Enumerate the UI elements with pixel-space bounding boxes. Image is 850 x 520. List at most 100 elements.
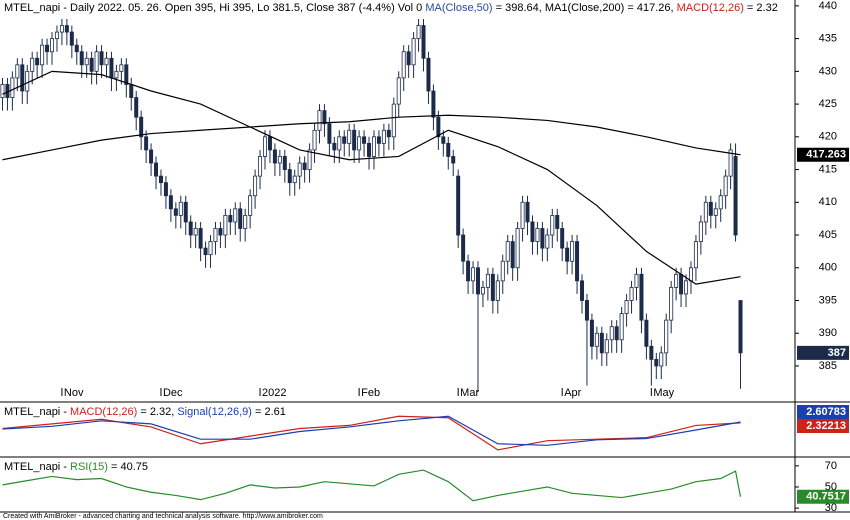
value-tag: [797, 419, 849, 433]
candle-body: [560, 228, 565, 249]
candle-body: [614, 326, 619, 341]
candle-body: [426, 57, 431, 92]
candle-body: [20, 64, 25, 92]
panel-title: MTEL_napi - MACD(12,26) = 2.32, Signal(1…: [4, 406, 286, 418]
candle-body: [629, 286, 634, 301]
x-tick-label: May: [653, 387, 674, 399]
y-tick-label: 30: [825, 502, 837, 514]
candle-body: [718, 195, 723, 210]
candle-body: [198, 228, 203, 249]
candle-body: [253, 175, 258, 197]
candle-body: [490, 273, 495, 301]
candle-body: [168, 195, 173, 210]
title-segment: = 2.32: [744, 2, 778, 14]
candle-body: [223, 214, 228, 236]
candle-body: [124, 64, 129, 85]
candle-body: [376, 136, 381, 144]
candle-body: [381, 129, 386, 144]
y-tick-label: 435: [819, 33, 837, 45]
candle-body: [599, 332, 604, 354]
candle-body: [466, 260, 471, 282]
candle-body: [416, 25, 421, 40]
candle-body: [485, 273, 490, 288]
value-tag-label: 2.32213: [806, 420, 846, 432]
plot-layer: [0, 18, 743, 502]
candle-body: [272, 149, 277, 164]
candle-body: [604, 339, 609, 354]
candle-body: [684, 280, 689, 295]
candle-body: [0, 84, 5, 98]
candle-body: [401, 51, 406, 79]
candle-body: [317, 110, 322, 131]
candle-body: [277, 156, 282, 164]
y-tick-label: 415: [819, 163, 837, 175]
candle-body: [154, 162, 159, 177]
candle-body: [589, 319, 594, 347]
value-tag-label: 2.60783: [806, 406, 846, 418]
y-tick-label: 70: [825, 460, 837, 472]
y-tick-label: 420: [819, 131, 837, 143]
candle-body: [114, 70, 119, 79]
candle-body: [163, 182, 168, 197]
candle-body: [619, 313, 624, 341]
title-segment: MACD(12,26): [70, 406, 137, 418]
candle-body: [129, 84, 134, 98]
candle-body: [258, 156, 263, 177]
candle-body: [565, 247, 570, 262]
candle-body: [362, 136, 367, 144]
candle-body: [144, 136, 149, 151]
y-tick-label: 390: [819, 327, 837, 339]
candle-body: [342, 136, 347, 144]
title-segment: MA(Close,50): [425, 2, 492, 14]
candle-body: [451, 156, 456, 164]
value-tag-label: 417.263: [806, 149, 846, 161]
panel-title: MTEL_napi - Daily 2022. 05. 26. Open 395…: [4, 2, 778, 14]
title-segment: MTEL_napi - Daily 2022. 05. 26. Open 395…: [4, 2, 425, 14]
candle-body: [119, 64, 124, 72]
y-tick-label: 400: [819, 262, 837, 274]
candle-body: [292, 175, 297, 184]
candle-body: [243, 214, 248, 229]
candle-body: [203, 247, 208, 256]
value-tag: [797, 489, 849, 504]
candle-body: [84, 57, 89, 66]
candle-body: [713, 208, 718, 216]
y-tick-label: 50: [825, 481, 837, 493]
candle-body: [40, 44, 45, 66]
candle-body: [173, 208, 178, 216]
x-tick-label: Feb: [361, 387, 380, 399]
candle-body: [352, 129, 357, 151]
candle-body: [550, 214, 555, 236]
candle-body: [64, 25, 69, 33]
candle-body: [367, 142, 372, 157]
candle-body: [411, 38, 416, 66]
candle-body: [728, 149, 733, 177]
y-tick-label: 405: [819, 229, 837, 241]
series-line: [2, 415, 741, 446]
label-layer: MTEL_napi - Daily 2022. 05. 26. Open 395…: [4, 2, 849, 504]
candle-body: [708, 201, 713, 216]
x-tick-label: Apr: [564, 387, 581, 399]
candle-body: [10, 77, 15, 98]
candle-body: [109, 57, 114, 79]
candle-body: [357, 136, 362, 151]
candle-body: [436, 116, 441, 138]
candle-body: [158, 175, 163, 184]
candle-body: [312, 129, 317, 151]
candle-body: [99, 51, 104, 66]
candle-body: [515, 228, 520, 269]
candle-body: [461, 234, 466, 262]
title-segment: Signal(12,26,9): [177, 406, 252, 418]
candle-body: [134, 97, 139, 118]
candle-body: [25, 70, 30, 92]
candle-body: [669, 286, 674, 321]
candle-body: [89, 57, 94, 72]
candle-body: [322, 110, 327, 125]
y-tick-label: 385: [819, 360, 837, 372]
candle-body: [74, 44, 79, 53]
x-tick-label: Dec: [163, 387, 183, 399]
title-segment: RSI(15): [70, 461, 108, 473]
candle-body: [45, 44, 50, 53]
candle-body: [698, 221, 703, 242]
